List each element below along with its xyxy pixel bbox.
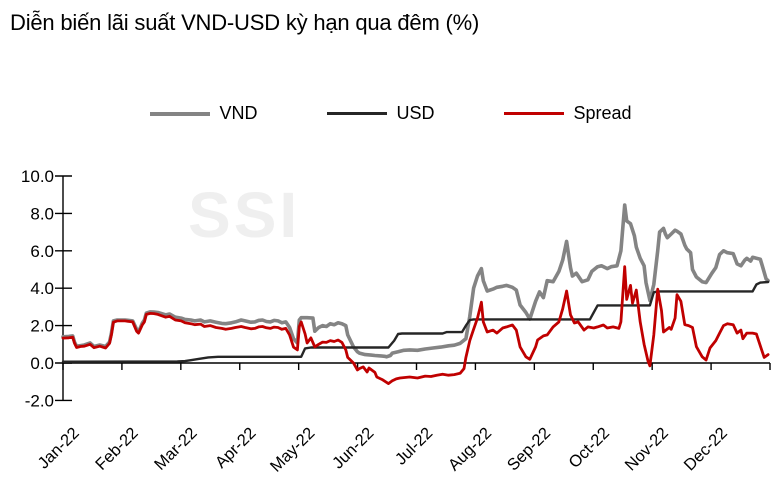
x-tick-label: Mar-22 xyxy=(151,424,201,474)
legend-label-vnd: VND xyxy=(219,103,258,123)
vnd-line-swatch xyxy=(150,111,211,116)
ssi-watermark: SSI xyxy=(188,179,301,251)
x-tick-label: Jan-22 xyxy=(34,424,82,472)
y-tick-label: 10.0 xyxy=(21,167,54,186)
legend-label-usd: USD xyxy=(396,103,435,123)
axes xyxy=(55,175,771,402)
y-tick-labels: 10.0 8.0 6.0 4.0 2.0 0.0 -2.0 xyxy=(21,167,54,410)
y-tick-label: 0.0 xyxy=(30,354,54,373)
usd-line-swatch xyxy=(327,112,388,115)
y-tick-label: -2.0 xyxy=(25,391,54,410)
legend-item-usd: USD xyxy=(327,103,434,124)
vnd-line xyxy=(61,203,770,359)
legend-item-vnd: VND xyxy=(150,103,257,124)
legend: VND USD Spread xyxy=(0,103,782,124)
legend-label-spread: Spread xyxy=(573,103,632,123)
x-tick-label: Oct-22 xyxy=(565,424,613,472)
chart-title: Diễn biến lãi suất VND-USD kỳ hạn qua đê… xyxy=(10,10,480,35)
spread-line xyxy=(61,265,770,386)
y-tick-label: 8.0 xyxy=(30,204,54,223)
legend-item-spread: Spread xyxy=(504,103,632,124)
y-tick-label: 2.0 xyxy=(30,317,54,336)
x-tick-labels: Jan-22 Feb-22 Mar-22 Apr-22 May-22 Jun-22 Jul-… xyxy=(34,424,730,476)
x-tick-label: Jul-22 xyxy=(392,424,437,469)
spread-line-swatch xyxy=(504,112,565,115)
x-tick-label: Sep-22 xyxy=(504,424,554,474)
usd-line xyxy=(61,280,770,363)
x-tick-label: Aug-22 xyxy=(445,424,495,474)
x-tick-label: Feb-22 xyxy=(92,424,142,474)
y-tick-label: 4.0 xyxy=(30,279,54,298)
x-tick-label: Nov-22 xyxy=(622,424,672,474)
x-tick-label: Apr-22 xyxy=(212,424,260,472)
x-tick-label: Jun-22 xyxy=(329,424,377,472)
x-tick-label: Dec-22 xyxy=(681,424,731,474)
x-tick-label: May-22 xyxy=(267,424,319,476)
y-tick-label: 6.0 xyxy=(30,242,54,261)
